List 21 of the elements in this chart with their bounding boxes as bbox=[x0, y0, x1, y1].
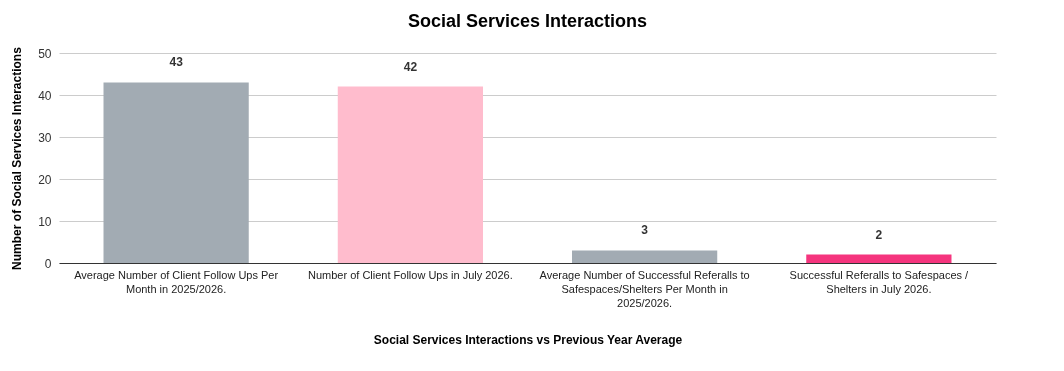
y-tick-label: 20 bbox=[38, 172, 52, 187]
y-tick-label: 10 bbox=[38, 214, 52, 229]
x-axis-title: Social Services Interactions vs Previous Year Average bbox=[373, 332, 683, 347]
data-label: 43 bbox=[169, 55, 184, 70]
bar bbox=[806, 254, 952, 263]
bar bbox=[103, 82, 249, 263]
y-axis-title: Number of Social Services Interactions bbox=[10, 46, 25, 270]
x-tick-label: Number of Client Follow Ups in July 2026. bbox=[307, 268, 513, 281]
y-tick-label: 30 bbox=[38, 130, 52, 145]
y-tick-label: 0 bbox=[44, 256, 52, 271]
bar bbox=[337, 86, 483, 263]
data-label: 3 bbox=[641, 223, 649, 238]
y-tick-label: 40 bbox=[38, 88, 52, 103]
x-tick-label: Average Number of Successful Referalls to Safespaces/Shelters Per Month in 2025/2026. bbox=[539, 268, 750, 309]
x-tick-label: Successful Referalls to Safespaces / Shelters in July 2026. bbox=[789, 268, 970, 295]
data-label: 2 bbox=[875, 227, 883, 242]
bar bbox=[572, 250, 718, 263]
x-tick-label: Average Number of Client Follow Ups Per Month in 2025/2026. bbox=[74, 268, 279, 295]
data-label: 42 bbox=[403, 59, 418, 74]
chart-title: Social Services Interactions bbox=[407, 10, 648, 31]
y-tick-label: 50 bbox=[38, 46, 52, 61]
